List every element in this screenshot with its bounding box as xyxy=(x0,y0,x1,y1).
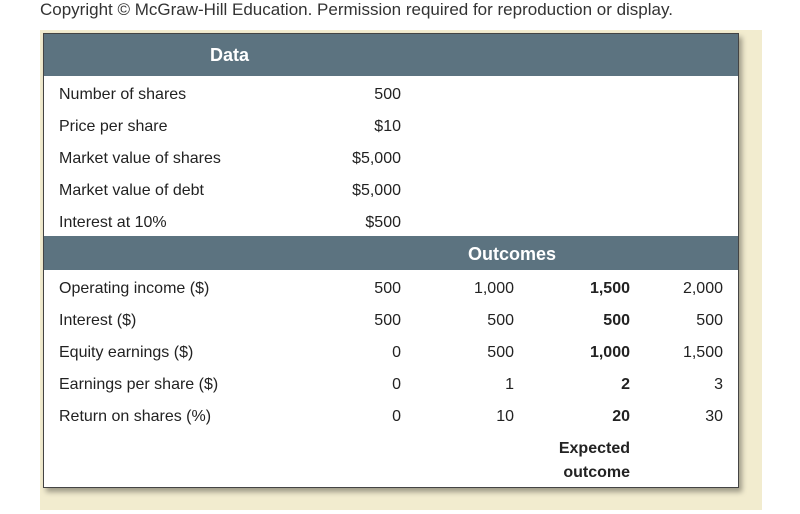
outcome-cell: 500 xyxy=(696,312,723,329)
outcome-row-label: Earnings per share ($) xyxy=(59,376,219,393)
outcome-row: Earnings per share ($) 0 1 2 3 xyxy=(44,376,738,402)
outcome-cell: 0 xyxy=(392,376,401,393)
financial-table: Data Number of shares 500 Price per shar… xyxy=(43,33,739,488)
data-row-label: Number of shares xyxy=(59,86,187,103)
outcome-cell: 0 xyxy=(392,344,401,361)
outcome-row: Return on shares (%) 0 10 20 30 xyxy=(44,408,738,434)
outcome-row: Operating income ($) 500 1,000 1,500 2,0… xyxy=(44,280,738,306)
outcome-cell: 0 xyxy=(392,408,401,425)
outcome-cell: 500 xyxy=(374,280,401,297)
expected-outcome-cell: 500 xyxy=(603,312,630,329)
expected-outcome-cell: 1,000 xyxy=(589,344,630,361)
expected-outcome-cell: 20 xyxy=(612,408,630,425)
data-header-title: Data xyxy=(210,45,250,65)
outcome-cell: 1 xyxy=(505,376,514,393)
outcome-row-label: Equity earnings ($) xyxy=(59,344,194,361)
outcome-cell: 500 xyxy=(487,344,514,361)
data-row-value: $5,000 xyxy=(352,182,401,199)
outcome-cell: 30 xyxy=(705,408,723,425)
data-header-band: Data xyxy=(44,34,738,76)
outcome-row: Interest ($) 500 500 500 500 xyxy=(44,312,738,338)
outcomes-header-band: Outcomes xyxy=(44,236,738,270)
outcome-row-label: Return on shares (%) xyxy=(59,408,212,425)
copyright-notice: Copyright © McGraw-Hill Education. Permi… xyxy=(40,0,673,19)
data-row-value: 500 xyxy=(374,86,401,103)
data-row: Market value of shares $5,000 xyxy=(44,150,738,176)
outcome-row-label: Operating income ($) xyxy=(59,280,210,297)
data-row-label: Market value of shares xyxy=(59,150,221,167)
outcome-cell: 500 xyxy=(487,312,514,329)
expected-outcome-note: Expected outcome xyxy=(530,437,630,485)
outcomes-header-title: Outcomes xyxy=(468,244,557,264)
outcome-cell: 500 xyxy=(374,312,401,329)
data-row: Price per share $10 xyxy=(44,118,738,144)
outcome-cell: 2,000 xyxy=(682,280,723,297)
outcome-cell: 1,000 xyxy=(473,280,514,297)
data-row-value: $500 xyxy=(365,214,401,231)
data-row-value: $10 xyxy=(374,118,401,135)
data-row-label: Interest at 10% xyxy=(59,214,167,231)
outcome-cell: 10 xyxy=(496,408,514,425)
data-row: Number of shares 500 xyxy=(44,86,738,112)
expected-note-line: outcome xyxy=(563,464,630,481)
expected-outcome-cell: 2 xyxy=(621,376,630,393)
expected-outcome-cell: 1,500 xyxy=(589,280,630,297)
expected-note-line: Expected xyxy=(558,440,630,457)
outcome-row-label: Interest ($) xyxy=(59,312,137,329)
data-row-value: $5,000 xyxy=(352,150,401,167)
outcome-row: Equity earnings ($) 0 500 1,000 1,500 xyxy=(44,344,738,370)
outcome-cell: 3 xyxy=(714,376,723,393)
outcome-cell: 1,500 xyxy=(682,344,723,361)
data-row: Interest at 10% $500 xyxy=(44,214,738,240)
data-row-label: Price per share xyxy=(59,118,168,135)
data-row-label: Market value of debt xyxy=(59,182,204,199)
data-row: Market value of debt $5,000 xyxy=(44,182,738,208)
